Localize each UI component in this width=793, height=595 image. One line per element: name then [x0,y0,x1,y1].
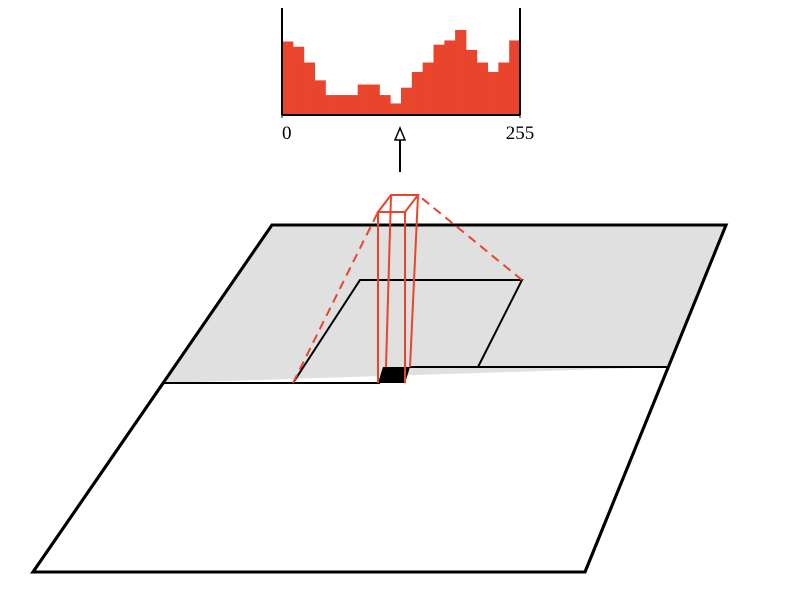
column-edge [409,194,419,368]
bar [509,40,521,116]
bar [379,95,391,115]
x-tick-label: 0 [282,123,292,144]
bar [357,84,370,115]
bar [433,44,445,115]
bar [455,29,467,116]
pixel-column [292,194,523,384]
bar [422,62,434,115]
bar [346,95,359,115]
bar [314,80,326,115]
bar [487,71,499,115]
dashed-ray [292,211,379,384]
bar [476,62,489,115]
bar [282,41,294,115]
image-outline [30,223,729,574]
column-top [375,194,421,213]
bar [401,87,413,115]
x-tick-label: 255 [506,123,535,144]
bar [336,95,348,115]
region-shade [163,225,726,383]
bar [444,40,456,116]
histogram: 0 255 [281,8,535,144]
bar [303,62,315,115]
arrow-head [393,126,407,141]
pixel [378,367,410,383]
column-edge [385,194,392,368]
dashed-ray [417,194,523,281]
bar [368,84,380,115]
bar [411,71,424,115]
bar [325,95,337,115]
bar [390,103,402,115]
window-square [292,279,524,384]
bar [498,62,510,115]
bar [465,49,478,115]
bar [292,46,305,115]
